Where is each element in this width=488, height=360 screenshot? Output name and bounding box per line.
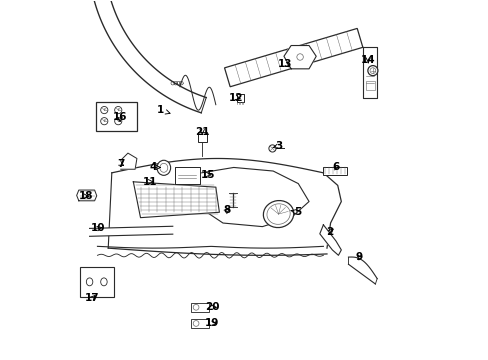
Text: 5: 5: [290, 207, 301, 217]
Text: 21: 21: [195, 127, 209, 136]
Bar: [366, 81, 375, 90]
Polygon shape: [319, 225, 341, 255]
Polygon shape: [348, 257, 376, 284]
Bar: [80, 267, 114, 297]
Text: 1: 1: [156, 105, 170, 115]
Text: 3: 3: [272, 141, 283, 151]
Text: 17: 17: [84, 293, 99, 303]
Text: 4: 4: [149, 162, 160, 172]
Text: 10: 10: [91, 224, 105, 233]
Text: 19: 19: [204, 319, 219, 328]
Bar: [198, 132, 206, 142]
Polygon shape: [236, 94, 244, 102]
Ellipse shape: [367, 66, 377, 76]
Ellipse shape: [268, 145, 276, 152]
Polygon shape: [174, 167, 199, 184]
Ellipse shape: [263, 201, 293, 228]
Text: 14: 14: [360, 55, 375, 65]
Ellipse shape: [157, 160, 170, 175]
Text: 9: 9: [355, 252, 362, 262]
Text: 2: 2: [325, 227, 333, 237]
Text: 7: 7: [117, 159, 124, 169]
Text: 18: 18: [79, 191, 93, 201]
Text: 15: 15: [200, 170, 215, 180]
Text: 6: 6: [332, 162, 339, 172]
Bar: [323, 167, 346, 175]
Text: 8: 8: [223, 206, 230, 216]
Text: 11: 11: [142, 177, 157, 187]
Text: 16: 16: [113, 112, 127, 122]
Polygon shape: [133, 182, 219, 218]
Text: 12: 12: [228, 93, 243, 103]
Polygon shape: [77, 190, 97, 201]
Bar: [191, 303, 208, 312]
Polygon shape: [284, 45, 316, 69]
Text: 13: 13: [278, 59, 292, 69]
Polygon shape: [121, 153, 137, 169]
Text: 20: 20: [204, 302, 219, 312]
Bar: [96, 102, 137, 131]
Bar: [191, 319, 208, 328]
